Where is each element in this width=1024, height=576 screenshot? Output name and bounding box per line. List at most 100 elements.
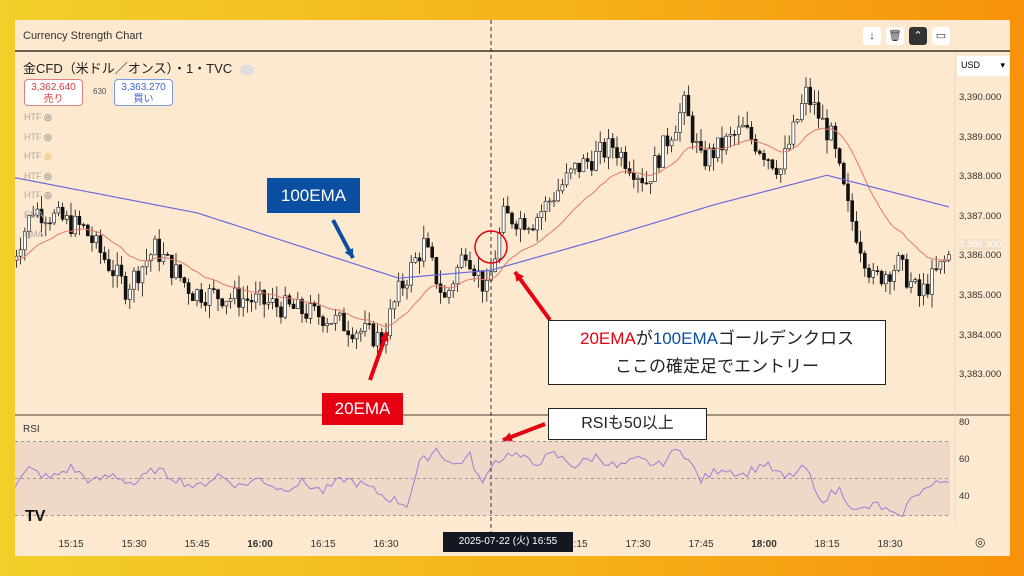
visibility-icon[interactable]: ◎ <box>41 151 52 161</box>
ann-ga: が <box>635 329 653 348</box>
candle <box>686 94 691 117</box>
candle <box>547 200 552 203</box>
candle <box>598 142 603 152</box>
indicator-legend[interactable]: HTF ◎ <box>24 190 52 201</box>
candle <box>640 177 645 184</box>
candle <box>606 138 611 158</box>
collapse-icon[interactable] <box>240 64 255 75</box>
candle <box>846 183 850 201</box>
candle <box>757 150 762 154</box>
candle <box>841 162 846 185</box>
currency-select[interactable]: USD ▾ <box>957 56 1009 76</box>
rsi-annotation: RSIも50以上 <box>548 408 707 440</box>
candle <box>501 205 506 233</box>
candle <box>199 289 203 303</box>
price-tick: 3,384.000 <box>959 329 1002 341</box>
time-tick: 18:00 <box>751 539 777 550</box>
visibility-icon[interactable]: ◎ <box>41 112 52 122</box>
visibility-icon[interactable]: ◎ <box>41 131 52 142</box>
candle <box>358 330 363 334</box>
ann-entry: ここの確定足でエントリー <box>615 357 819 376</box>
candle <box>510 212 514 225</box>
candle <box>107 259 111 271</box>
candle <box>480 270 485 292</box>
price-chart[interactable] <box>15 20 1010 556</box>
tradingview-logo[interactable]: TV <box>25 508 46 525</box>
golden-cross-annotation: 20EMAが100EMAゴールデンクロス ここの確定足でエントリー <box>548 320 886 385</box>
candle <box>560 184 565 192</box>
candle <box>497 232 502 260</box>
candle <box>207 288 212 306</box>
ema20-line <box>15 127 949 328</box>
indicator-legend[interactable]: HTF ◎ <box>24 171 52 182</box>
candle <box>447 290 451 298</box>
candle <box>766 159 771 161</box>
sell-button[interactable]: 3,362.640 売り <box>24 79 83 106</box>
candle <box>77 215 82 225</box>
arrow-down-icon[interactable]: ↓ <box>863 27 881 45</box>
candle <box>930 268 934 295</box>
candle <box>711 147 716 159</box>
fullscreen-icon[interactable]: ▭ <box>932 27 950 45</box>
rsi-arrow-head <box>503 432 513 442</box>
price-tick: 3,386.000 <box>959 250 1002 262</box>
chart-panel[interactable]: Currency Strength Chart ↓ 🗑 ⌃ ▭ 金CFD（米ドル… <box>15 20 1010 556</box>
price-tick: 3,387.000 <box>959 210 1002 222</box>
candle <box>589 161 594 171</box>
candle <box>69 215 73 235</box>
settings-icon[interactable]: ◎ <box>975 535 986 549</box>
candle <box>896 255 901 271</box>
candle <box>337 312 342 316</box>
indicator-legend[interactable]: HTF ◎ <box>24 132 52 143</box>
candle <box>829 125 834 141</box>
time-tick: 16:15 <box>310 539 336 550</box>
indicator-legend[interactable]: HTF ◎ <box>24 151 52 162</box>
candle <box>577 162 582 173</box>
candle <box>102 252 107 260</box>
ann-golden-cross: ゴールデンクロス <box>717 329 854 348</box>
candle <box>690 115 695 143</box>
indicator-name: EMA <box>24 209 44 220</box>
price-tick: 3,383.000 <box>959 369 1002 381</box>
candle <box>770 159 775 169</box>
buy-button[interactable]: 3,363.270 買い <box>114 79 173 106</box>
candle <box>837 148 842 164</box>
indicator-legend[interactable]: HTF ◎ <box>24 112 52 123</box>
indicator-legend[interactable]: EMA <box>24 229 44 239</box>
candle <box>73 215 78 235</box>
visibility-icon[interactable]: ◎ <box>41 190 52 200</box>
candle <box>934 268 939 271</box>
candle <box>594 151 598 171</box>
candle <box>94 235 98 243</box>
candle <box>421 238 426 262</box>
candle <box>182 277 187 283</box>
updown-icon[interactable]: ⌃ <box>909 27 927 45</box>
visibility-icon[interactable]: ◎ <box>41 170 52 181</box>
candle <box>241 298 245 308</box>
symbol-title[interactable]: 金CFD（米ドル／オンス）・1・TVC <box>23 58 255 77</box>
candle <box>917 279 922 297</box>
candle <box>514 223 519 230</box>
candle <box>274 298 279 308</box>
candle <box>90 235 94 243</box>
candle <box>858 241 863 254</box>
candle <box>946 254 951 261</box>
time-tick: 15:30 <box>121 539 147 550</box>
candle <box>543 200 548 212</box>
candle <box>762 153 766 160</box>
candle <box>333 314 338 324</box>
candle <box>304 313 309 319</box>
candle <box>862 252 867 269</box>
candle <box>119 264 124 277</box>
indicator-legend[interactable]: EMA <box>24 210 44 220</box>
candle <box>753 138 758 152</box>
candle <box>522 217 527 230</box>
trash-icon[interactable]: 🗑 <box>886 27 904 45</box>
indicator-name: HTF <box>24 151 42 161</box>
rsi-tick: 60 <box>959 454 970 465</box>
candle <box>799 103 804 120</box>
candle <box>438 283 443 293</box>
buy-price: 3,363.270 <box>121 82 166 93</box>
candle <box>442 292 447 298</box>
candle <box>610 138 615 148</box>
